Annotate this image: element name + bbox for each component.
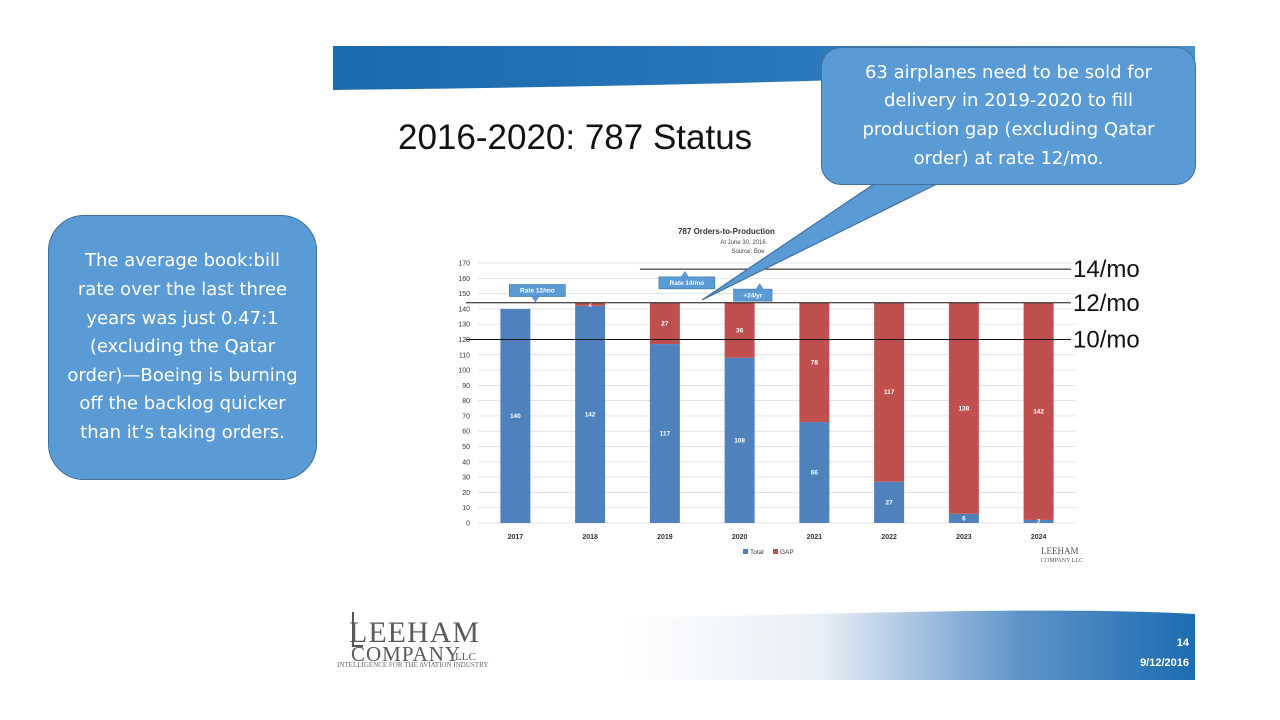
annotation-arrow [680, 270, 689, 277]
y-tick-label: 130 [458, 322, 470, 329]
page-title: 2016-2020: 787 Status [398, 118, 752, 157]
top-callout: 63 airplanes need to be sold for deliver… [821, 47, 1196, 185]
data-label-gap: 27 [661, 320, 669, 327]
reference-label: 14/mo [1073, 256, 1140, 283]
data-label-gap: 78 [811, 359, 819, 366]
legend-label: GAP [780, 549, 794, 556]
leeham-logo: LEEHAM COMPANY LLC INTELLIGENCE FOR THE … [337, 612, 488, 669]
reference-label: 12/mo [1073, 290, 1140, 317]
logo-mark [352, 612, 363, 647]
annotation-1: Rate 12/mo [509, 284, 566, 303]
chart-subtitle: At June 30, 2016 [720, 240, 766, 246]
bar-gap [649, 302, 680, 345]
watermark-line1: LEEHAM [1041, 546, 1079, 556]
bar-total [874, 481, 905, 523]
y-tick-label: 10 [462, 505, 470, 512]
chart: 787 Orders-to-Production At June 30, 2016… [458, 227, 1139, 564]
x-tick-label: 2023 [956, 534, 972, 541]
data-label-gap: 117 [884, 389, 895, 396]
chart-title: 787 Orders-to-Production [678, 227, 775, 236]
bar-gap [948, 302, 979, 514]
x-tick-label: 2017 [508, 534, 524, 541]
data-label-gap: 142 [1033, 408, 1044, 415]
y-tick-label: 160 [458, 276, 470, 283]
x-tick-label: 2024 [1031, 534, 1047, 541]
y-tick-label: 90 [462, 383, 470, 390]
data-label-gap: 2 [588, 301, 592, 308]
logo-line1: LEEHAM [349, 616, 480, 649]
bar-gap [874, 302, 905, 482]
x-tick-label: 2021 [807, 534, 823, 541]
bar-total [724, 357, 755, 523]
annotation-3: +24/yr [733, 283, 773, 302]
top-callout-text: 63 airplanes need to be sold for deliver… [862, 61, 1155, 169]
data-label-total: 117 [660, 431, 671, 438]
y-tick-label: 80 [462, 398, 470, 405]
bar-total [799, 422, 830, 523]
data-label-total: 140 [510, 413, 521, 420]
legend-label: Total [750, 549, 764, 556]
watermark-line2: COMPANY LLC [1041, 558, 1083, 564]
annotation-text: +24/yr [743, 292, 762, 299]
bar-total [575, 305, 606, 523]
bar-total [1023, 519, 1054, 523]
y-tick-label: 20 [462, 490, 470, 497]
y-tick-label: 120 [458, 337, 470, 344]
bar-gap [799, 302, 830, 423]
annotation-arrow [531, 296, 540, 303]
bar-gap [575, 302, 606, 306]
x-tick-label: 2018 [582, 534, 598, 541]
data-label-total: 66 [811, 470, 819, 477]
annotation-text: Rate 14/mo [670, 280, 705, 287]
legend: Total GAP [743, 549, 794, 556]
y-tick-label: 0 [466, 521, 470, 528]
logo-llc: LLC [455, 651, 476, 663]
chart-source: Source: Boe [731, 249, 765, 255]
reference-label: 10/mo [1073, 326, 1140, 353]
left-callout: The average book:bill rate over the last… [48, 215, 317, 480]
x-tick-label: 2022 [881, 534, 897, 541]
bar-total [948, 513, 979, 523]
x-tick-label: 2020 [732, 534, 748, 541]
y-tick-label: 30 [462, 475, 470, 482]
legend-swatch [743, 549, 748, 554]
bar-gap [1023, 302, 1054, 520]
y-tick-label: 40 [462, 459, 470, 466]
logo-line2: COMPANY [351, 642, 461, 666]
bar-total [649, 344, 680, 523]
page-number: 14 [1177, 637, 1190, 649]
annotation-text: Rate 12/mo [520, 288, 555, 295]
data-label-total: 142 [585, 411, 596, 418]
y-tick-label: 60 [462, 429, 470, 436]
data-label-total: 108 [734, 437, 745, 444]
footer-banner [623, 610, 1195, 680]
annotation-2: Rate 14/mo [658, 270, 716, 290]
y-tick-label: 140 [458, 306, 470, 313]
x-tick-label: 2019 [657, 534, 673, 541]
legend-swatch [773, 549, 778, 554]
y-tick-label: 150 [458, 291, 470, 298]
logo-tagline: INTELLIGENCE FOR THE AVIATION INDUSTRY [337, 661, 488, 669]
y-tick-label: 110 [459, 352, 470, 359]
data-label-total: 6 [962, 515, 966, 522]
data-label-total: 2 [1037, 518, 1041, 525]
data-label-gap: 36 [736, 327, 744, 334]
y-tick-label: 170 [458, 261, 470, 268]
y-tick-label: 70 [462, 413, 470, 420]
data-label-total: 27 [886, 499, 894, 506]
slide-date: 9/12/2016 [1140, 657, 1189, 669]
data-label-gap: 138 [958, 405, 969, 412]
y-tick-label: 50 [462, 444, 470, 451]
slide-canvas: 2016-2020: 787 Status 787 Orders-to-Prod… [333, 46, 1195, 680]
annotation-arrow [755, 283, 764, 290]
bar-total [500, 308, 531, 523]
left-callout-text: The average book:bill rate over the last… [67, 250, 298, 443]
y-tick-label: 100 [458, 368, 470, 375]
bar-gap [724, 302, 755, 358]
